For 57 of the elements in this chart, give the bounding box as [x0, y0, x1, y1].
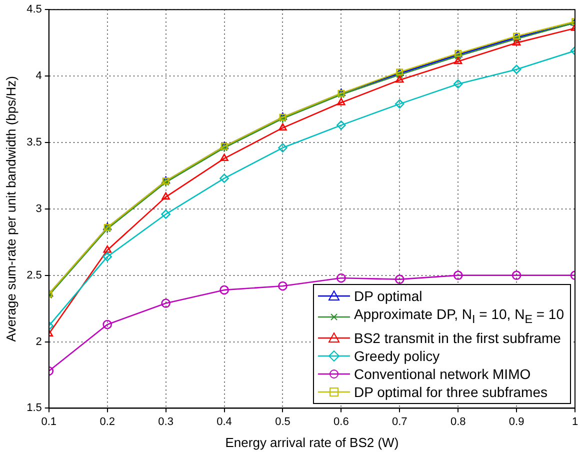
legend-label: Approximate DP, N$_{I}$ = 10, N$_{E}$ = 10 [354, 305, 564, 328]
point [336, 273, 346, 283]
point [162, 192, 170, 200]
point [161, 178, 170, 187]
x-tick-label: 0.8 [450, 416, 466, 428]
point [220, 154, 228, 162]
point [103, 245, 112, 253]
point [102, 320, 112, 330]
y-tick-label: 2.5 [26, 269, 42, 282]
point [396, 75, 404, 83]
legend-label: BS2 transmit in the first subframe [354, 329, 561, 348]
y-tick-label: 4 [36, 70, 42, 82]
point [453, 51, 463, 61]
point [161, 210, 170, 219]
x-tick-label: 0.1 [41, 416, 57, 428]
y-tick-label: 3 [36, 202, 42, 215]
point [278, 123, 287, 130]
point [220, 285, 229, 295]
point [394, 99, 404, 109]
point [278, 114, 288, 124]
point [512, 270, 522, 280]
y-axis-title: Average sum-rate per unit bandwidth (bps/Hz) [3, 76, 18, 342]
legend-label: DP optimal for three subframes [354, 383, 548, 402]
point [512, 34, 522, 44]
point [394, 70, 404, 80]
legend-label: Greedy policy [354, 347, 440, 366]
x-tick-label: 0.9 [508, 416, 524, 428]
x-tick-label: 1 [572, 416, 578, 428]
point [512, 64, 522, 74]
point [161, 298, 170, 308]
y-tick-label: 2 [36, 336, 42, 348]
x-tick-label: 0.4 [216, 416, 232, 428]
y-tick-label: 3.5 [26, 136, 42, 148]
legend-label: Conventional network MIMO [354, 365, 531, 384]
point [102, 252, 112, 262]
legend-label: DP optimal [354, 287, 422, 306]
point [454, 56, 462, 64]
y-tick-label: 4.5 [26, 4, 42, 16]
x-tick-label: 0.2 [100, 416, 115, 428]
point [278, 143, 288, 152]
x-axis-title: Energy arrival rate of BS2 (W) [225, 434, 399, 450]
point [336, 90, 346, 100]
point [336, 120, 346, 130]
point [102, 224, 112, 234]
point [278, 281, 288, 291]
point [220, 174, 229, 183]
y-tick-label: 1.5 [26, 402, 42, 414]
x-tick-label: 0.6 [334, 416, 349, 428]
x-tick-label: 0.7 [392, 416, 408, 428]
point [453, 270, 463, 280]
point [220, 143, 229, 152]
point [394, 274, 404, 284]
point [453, 79, 463, 89]
x-tick-label: 0.3 [158, 416, 174, 428]
point [512, 38, 521, 46]
point [337, 98, 346, 106]
x-tick-label: 0.5 [275, 416, 290, 428]
